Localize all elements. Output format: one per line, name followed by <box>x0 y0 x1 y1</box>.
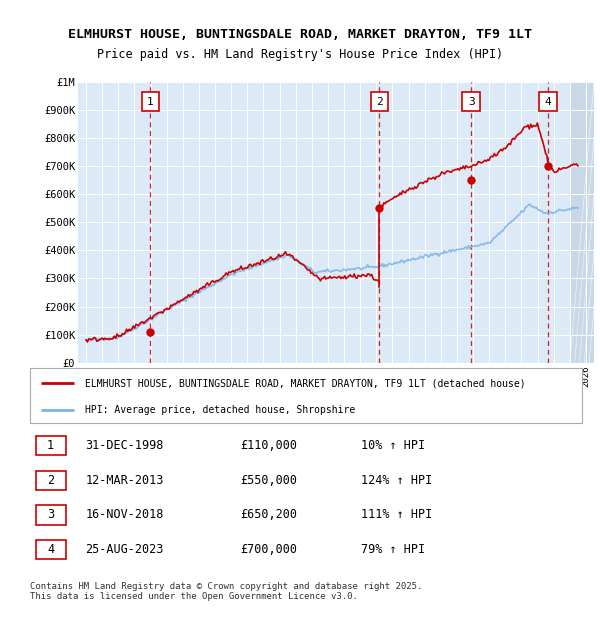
Text: £700,000: £700,000 <box>240 543 297 556</box>
FancyBboxPatch shape <box>371 92 388 110</box>
FancyBboxPatch shape <box>35 471 66 490</box>
FancyBboxPatch shape <box>142 92 159 110</box>
Text: ELMHURST HOUSE, BUNTINGSDALE ROAD, MARKET DRAYTON, TF9 1LT: ELMHURST HOUSE, BUNTINGSDALE ROAD, MARKE… <box>68 28 532 40</box>
Text: £650,200: £650,200 <box>240 508 297 521</box>
Text: 1: 1 <box>147 97 154 107</box>
Text: Contains HM Land Registry data © Crown copyright and database right 2025.
This d: Contains HM Land Registry data © Crown c… <box>30 582 422 601</box>
Text: £110,000: £110,000 <box>240 439 297 452</box>
FancyBboxPatch shape <box>35 436 66 455</box>
Text: 2: 2 <box>376 97 383 107</box>
Text: 79% ↑ HPI: 79% ↑ HPI <box>361 543 425 556</box>
Text: 31-DEC-1998: 31-DEC-1998 <box>85 439 164 452</box>
Text: 3: 3 <box>468 97 475 107</box>
FancyBboxPatch shape <box>462 92 480 110</box>
Text: 12-MAR-2013: 12-MAR-2013 <box>85 474 164 487</box>
Text: 1: 1 <box>47 439 54 452</box>
Text: 10% ↑ HPI: 10% ↑ HPI <box>361 439 425 452</box>
Text: 111% ↑ HPI: 111% ↑ HPI <box>361 508 433 521</box>
Text: ELMHURST HOUSE, BUNTINGSDALE ROAD, MARKET DRAYTON, TF9 1LT (detached house): ELMHURST HOUSE, BUNTINGSDALE ROAD, MARKE… <box>85 378 526 388</box>
Text: 3: 3 <box>47 508 54 521</box>
Text: £550,000: £550,000 <box>240 474 297 487</box>
FancyBboxPatch shape <box>35 505 66 525</box>
Text: 4: 4 <box>47 543 54 556</box>
Bar <box>570 82 594 363</box>
FancyBboxPatch shape <box>35 540 66 559</box>
Text: 16-NOV-2018: 16-NOV-2018 <box>85 508 164 521</box>
FancyBboxPatch shape <box>30 368 582 423</box>
Text: 25-AUG-2023: 25-AUG-2023 <box>85 543 164 556</box>
Text: Price paid vs. HM Land Registry's House Price Index (HPI): Price paid vs. HM Land Registry's House … <box>97 48 503 61</box>
Text: 2: 2 <box>47 474 54 487</box>
Text: 4: 4 <box>545 97 551 107</box>
Text: HPI: Average price, detached house, Shropshire: HPI: Average price, detached house, Shro… <box>85 404 355 415</box>
Text: 124% ↑ HPI: 124% ↑ HPI <box>361 474 433 487</box>
Bar <box>570 82 594 363</box>
FancyBboxPatch shape <box>539 92 557 110</box>
